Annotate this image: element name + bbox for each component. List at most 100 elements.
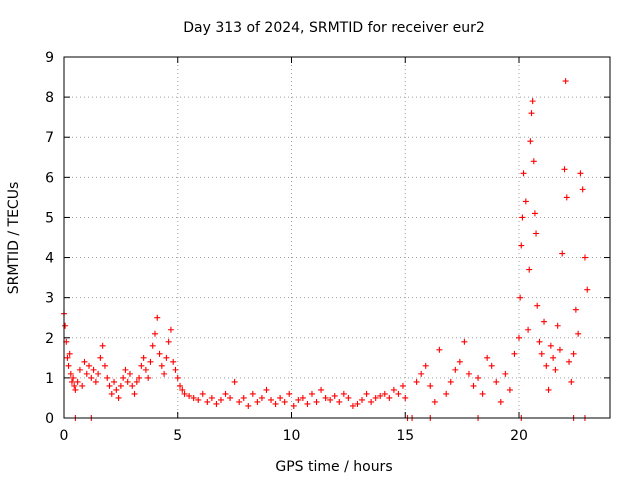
data-point bbox=[277, 394, 284, 401]
data-point bbox=[390, 386, 397, 393]
data-point bbox=[64, 354, 71, 361]
data-point bbox=[86, 362, 93, 369]
data-point bbox=[461, 338, 468, 345]
data-point bbox=[149, 342, 156, 349]
data-point bbox=[562, 78, 569, 85]
data-point bbox=[258, 394, 265, 401]
y-tick-label: 8 bbox=[45, 90, 54, 106]
axis-ticks bbox=[63, 56, 610, 419]
x-tick-label: 15 bbox=[396, 428, 414, 444]
data-point bbox=[541, 318, 548, 325]
y-tick-label: 5 bbox=[45, 210, 54, 226]
data-point bbox=[254, 398, 261, 405]
data-point bbox=[531, 210, 538, 217]
data-point bbox=[90, 366, 97, 373]
data-point bbox=[92, 378, 99, 385]
data-point bbox=[249, 390, 256, 397]
data-point bbox=[436, 346, 443, 353]
data-point bbox=[165, 338, 172, 345]
data-point bbox=[550, 354, 557, 361]
data-point bbox=[525, 326, 532, 333]
data-point bbox=[547, 342, 554, 349]
data-point bbox=[304, 400, 311, 407]
x-tick-labels: 0 5 10 15 20 bbox=[60, 428, 528, 444]
data-point bbox=[572, 306, 579, 313]
data-point bbox=[570, 350, 577, 357]
data-point bbox=[145, 374, 152, 381]
data-point bbox=[290, 402, 297, 409]
data-point bbox=[443, 390, 450, 397]
data-point bbox=[345, 394, 352, 401]
data-point bbox=[581, 254, 588, 261]
data-point bbox=[95, 370, 102, 377]
data-point bbox=[79, 382, 86, 389]
data-point bbox=[120, 374, 127, 381]
data-point bbox=[488, 362, 495, 369]
data-point bbox=[222, 390, 229, 397]
data-point bbox=[456, 358, 463, 365]
data-point bbox=[561, 166, 568, 173]
data-point bbox=[227, 394, 234, 401]
data-point bbox=[177, 382, 184, 389]
data-point bbox=[497, 398, 504, 405]
y-tick-label: 9 bbox=[45, 50, 54, 66]
data-point bbox=[115, 394, 122, 401]
x-axis-label: GPS time / hours bbox=[275, 459, 392, 475]
data-point bbox=[117, 382, 124, 389]
data-point bbox=[140, 354, 147, 361]
data-point bbox=[213, 400, 220, 407]
y-tick-label: 6 bbox=[45, 170, 54, 186]
data-point bbox=[204, 398, 211, 405]
data-point bbox=[349, 402, 356, 409]
data-point bbox=[147, 358, 154, 365]
x-tick-label: 20 bbox=[510, 428, 528, 444]
data-point bbox=[240, 394, 247, 401]
plot-frame bbox=[63, 56, 611, 419]
data-point bbox=[172, 366, 179, 373]
data-point bbox=[236, 398, 243, 405]
y-tick-label: 0 bbox=[45, 411, 54, 427]
y-tick-label: 2 bbox=[45, 331, 54, 347]
data-point bbox=[124, 378, 131, 385]
data-point bbox=[104, 374, 111, 381]
data-point bbox=[529, 98, 536, 105]
data-point bbox=[68, 378, 75, 385]
data-point bbox=[322, 394, 329, 401]
data-point bbox=[372, 394, 379, 401]
data-point bbox=[402, 394, 409, 401]
data-point bbox=[340, 390, 347, 397]
data-point bbox=[427, 382, 434, 389]
y-tick-label: 3 bbox=[45, 291, 54, 307]
data-point bbox=[167, 326, 174, 333]
data-point bbox=[368, 398, 375, 405]
data-point bbox=[113, 386, 120, 393]
data-point bbox=[129, 382, 136, 389]
y-tick-label: 4 bbox=[45, 251, 54, 267]
data-point bbox=[72, 386, 79, 393]
data-point bbox=[522, 198, 529, 205]
points-layer bbox=[61, 78, 591, 421]
data-point bbox=[299, 394, 306, 401]
chart-title: Day 313 of 2024, SRMTID for receiver eur… bbox=[183, 20, 485, 36]
data-point bbox=[528, 110, 535, 117]
data-point bbox=[181, 390, 188, 397]
data-point bbox=[431, 398, 438, 405]
data-point bbox=[83, 370, 90, 377]
y-tick-label: 7 bbox=[45, 130, 54, 146]
data-point bbox=[88, 374, 95, 381]
data-point bbox=[577, 170, 584, 177]
data-point bbox=[386, 394, 393, 401]
data-point bbox=[470, 382, 477, 389]
data-point bbox=[536, 338, 543, 345]
data-point bbox=[556, 346, 563, 353]
data-point bbox=[526, 266, 533, 273]
data-point bbox=[231, 378, 238, 385]
data-point bbox=[67, 370, 74, 377]
y-tick-label: 1 bbox=[45, 371, 54, 387]
data-point bbox=[479, 390, 486, 397]
data-point bbox=[530, 158, 537, 165]
data-point bbox=[318, 386, 325, 393]
data-point bbox=[158, 362, 165, 369]
data-point bbox=[336, 398, 343, 405]
